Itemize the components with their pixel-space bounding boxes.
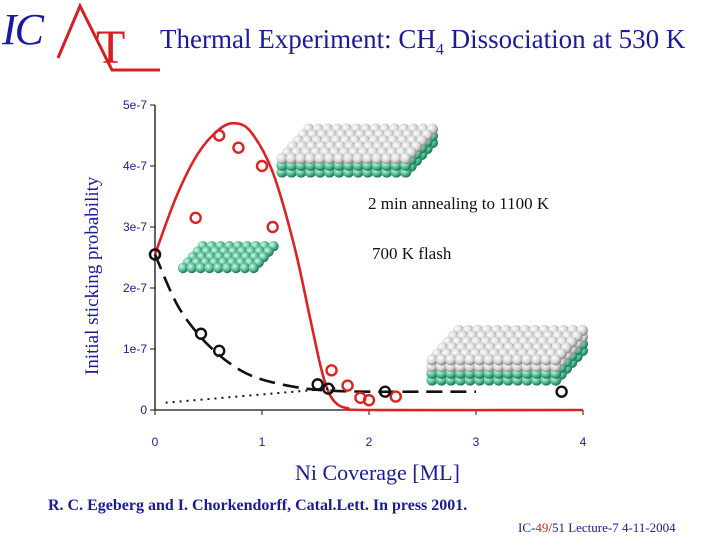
data-point-series-1 <box>378 385 392 398</box>
surface-slab-covered <box>426 324 588 386</box>
data-point-series-1 <box>194 327 208 340</box>
logo-lambda-icon <box>56 2 160 72</box>
data-point-series-0 <box>389 390 402 403</box>
data-point-series-0 <box>341 379 354 392</box>
annotation-annealing: 2 min annealing to 1100 K <box>368 194 550 213</box>
data-point-series-0 <box>255 159 269 173</box>
y-tick-label: 0 <box>140 403 147 417</box>
data-point-series-0 <box>266 220 279 234</box>
y-tick-label: 3e-7 <box>123 220 147 234</box>
slide-footer: IC-49/51 Lecture-7 4-11-2004 <box>518 520 676 535</box>
x-tick-label: 4 <box>580 435 587 449</box>
fit-curves <box>153 121 584 412</box>
y-tick-label: 2e-7 <box>123 281 147 295</box>
x-axis-label: Ni Coverage [ML] <box>295 460 460 485</box>
data-point-series-0 <box>189 211 202 225</box>
x-tick-label: 3 <box>473 435 480 449</box>
surface-slab-flash <box>177 240 279 274</box>
data-point-series-0 <box>325 364 338 377</box>
fit-baseline <box>165 387 337 404</box>
data-point-series-0 <box>212 129 226 142</box>
logo-ic-text: IC <box>2 5 44 54</box>
slide-title: Thermal Experiment: CH4 Dissociation at … <box>160 24 686 59</box>
data-point-series-1 <box>148 248 162 261</box>
data-points <box>148 129 568 407</box>
y-tick-label: 1e-7 <box>123 342 147 356</box>
y-tick-label: 5e-7 <box>123 98 147 112</box>
data-point-series-1 <box>212 344 226 358</box>
fit-flash-fit <box>153 253 476 394</box>
icat-logo: IC T <box>0 0 160 80</box>
surface-slab-annealed <box>276 123 438 178</box>
surface-illustrations <box>177 123 588 386</box>
data-point-series-1 <box>555 385 568 398</box>
data-point-series-0 <box>362 394 376 407</box>
citation: R. C. Egeberg and I. Chorkendorff, Catal… <box>48 497 468 514</box>
fit-annealed-fit <box>153 121 584 412</box>
data-point-series-1 <box>322 382 335 395</box>
data-point-series-0 <box>232 141 245 154</box>
y-tick-label: 4e-7 <box>123 159 147 173</box>
annotation-flash: 700 K flash <box>372 244 452 263</box>
x-tick-label: 1 <box>259 435 266 449</box>
logo-t-text: T <box>96 21 126 74</box>
x-tick-label: 0 <box>152 435 159 449</box>
data-point-series-1 <box>311 378 324 391</box>
x-tick-label: 2 <box>366 435 373 449</box>
